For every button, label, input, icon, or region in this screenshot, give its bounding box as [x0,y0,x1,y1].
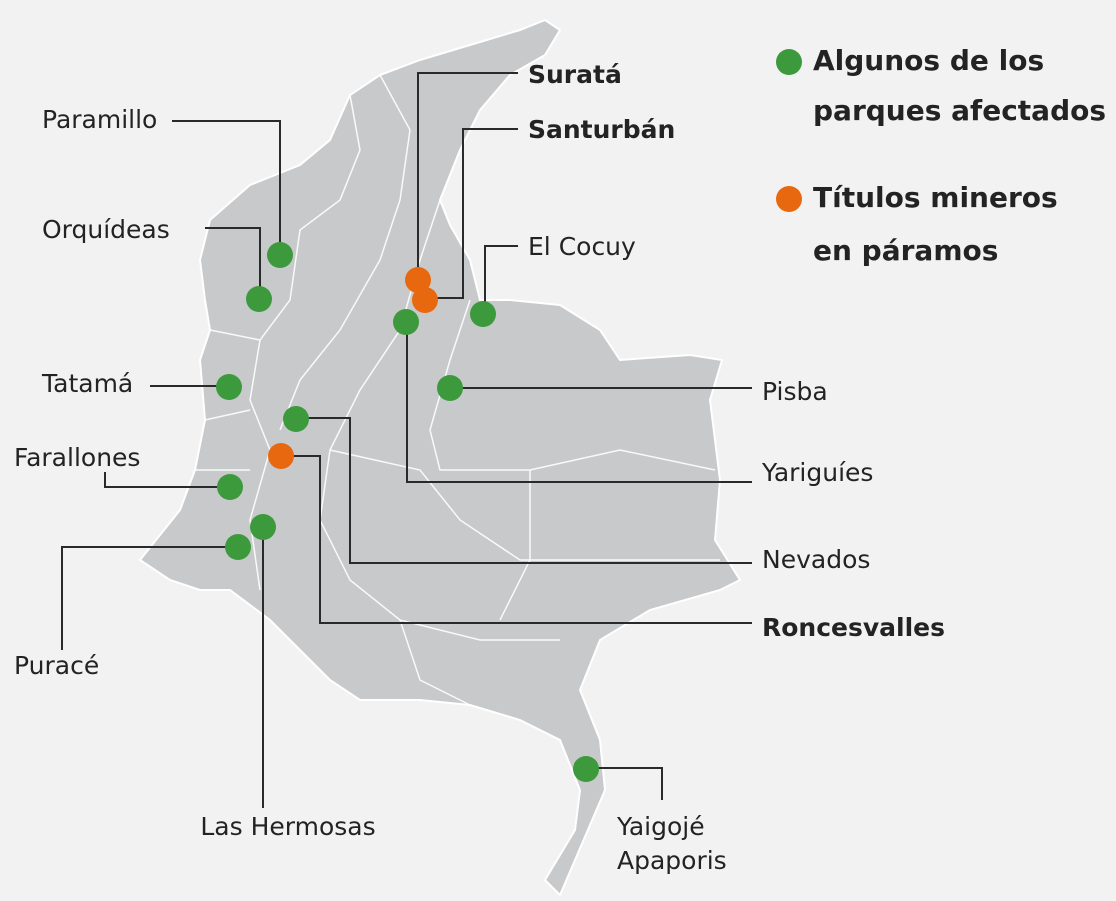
place-marker [412,287,438,313]
place-marker [470,301,496,327]
leader-line [205,227,261,299]
country-shape [138,18,742,897]
place-label: Pisba [762,377,828,406]
place-marker [217,474,243,500]
place-label: El Cocuy [528,232,636,261]
place-marker [246,286,272,312]
leader-line [417,72,518,280]
legend-label: Títulos mineros [813,181,1058,214]
place-label: Roncesvalles [762,613,945,642]
leader-line [296,417,752,564]
place-label: Suratá [528,60,622,89]
legend-dot [776,49,802,75]
place-marker [250,514,276,540]
legend-label: parques afectados [813,94,1106,127]
place-label: Orquídeas [42,215,170,244]
leader-line [406,322,752,483]
place-label: Yaigojé [616,812,705,841]
place-marker [573,756,599,782]
place-label: Yariguíes [761,458,873,487]
place-marker [393,309,419,335]
leader-line [104,472,230,488]
place-marker [268,443,294,469]
leader-line [586,767,663,800]
place-label: Nevados [762,545,870,574]
leader-line [61,546,238,650]
region-borders [195,74,720,706]
legend-dot [776,186,802,212]
place-label: Santurbán [528,115,675,144]
place-label: Farallones [14,443,140,472]
place-label: Paramillo [42,105,157,134]
place-label: Puracé [14,651,99,680]
legend-label: Algunos de los [813,44,1044,77]
place-marker [283,406,309,432]
leader-line [484,245,518,314]
legend-label: en páramos [813,234,998,267]
legend: Algunos de los parques afectados Títulos m… [776,44,1106,267]
place-marker [225,534,251,560]
places: Paramillo Orquídeas Tatamá Farallones Puracé… [14,60,945,875]
markers [216,242,599,782]
place-marker [437,375,463,401]
place-marker [216,374,242,400]
place-label: Tatamá [41,369,133,398]
place-marker [405,267,431,293]
leader-line [281,455,752,624]
leader-line [425,128,518,299]
place-label: Las Hermosas [200,812,375,841]
leader-lines [61,72,752,808]
labels: Paramillo Orquídeas Tatamá Farallones Puracé… [14,60,945,875]
place-label: Apaporis [617,846,727,875]
leader-line [172,120,281,255]
place-marker [267,242,293,268]
